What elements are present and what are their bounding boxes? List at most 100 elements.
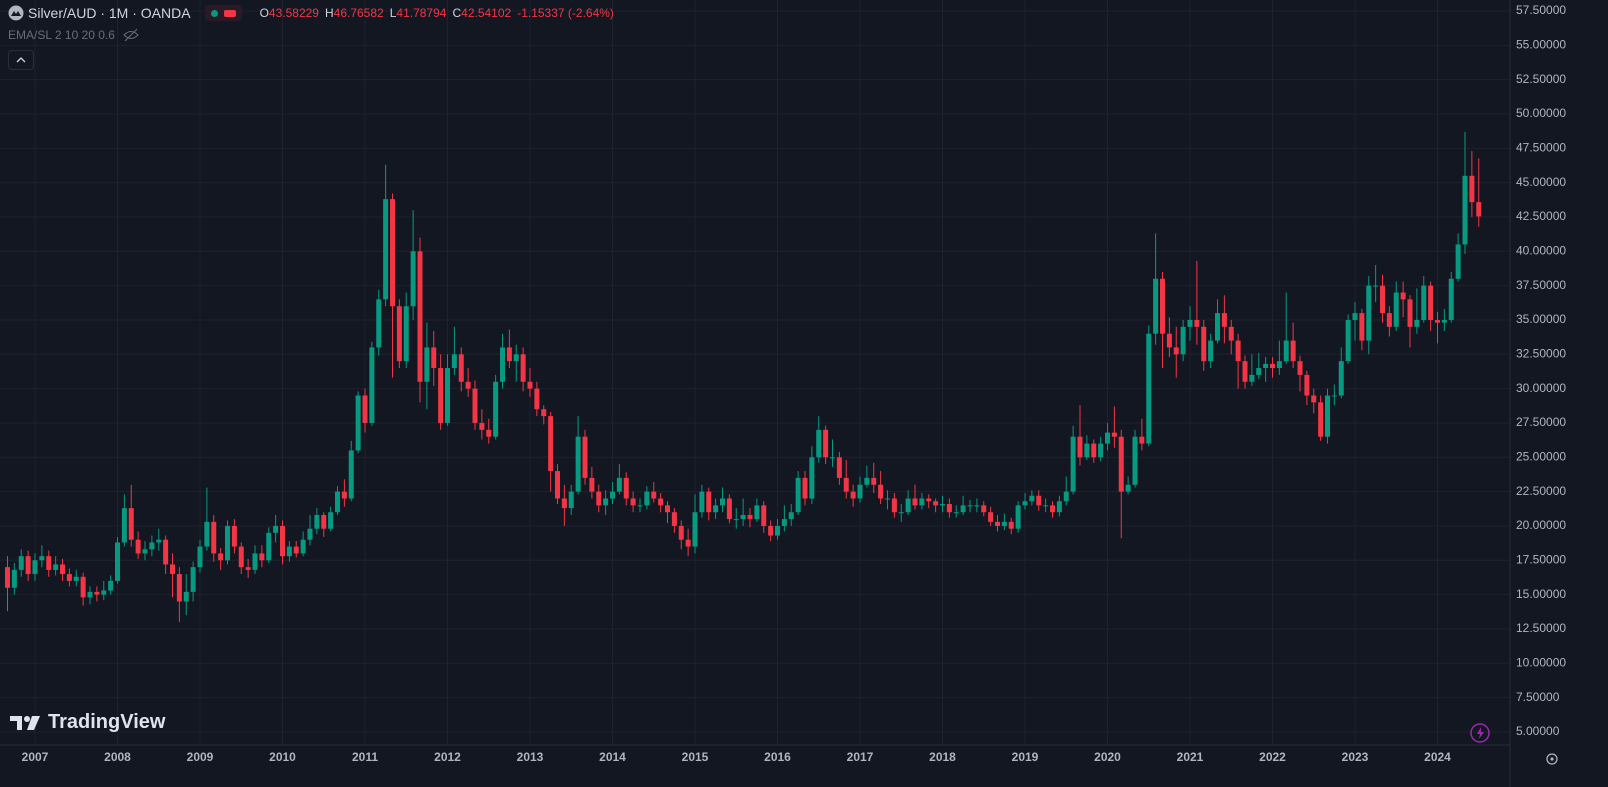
candle-body	[967, 505, 973, 507]
candle-body	[816, 429, 822, 458]
candle-body	[623, 477, 629, 499]
candle-body	[1036, 495, 1042, 506]
candle-body	[1146, 333, 1152, 444]
candle-body	[1455, 244, 1461, 279]
candle-body	[94, 591, 100, 595]
y-tick-label: 40.00000	[1516, 243, 1566, 257]
candle-body	[149, 542, 155, 550]
chevron	[16, 57, 26, 63]
candle-body	[211, 521, 217, 554]
candle-body	[768, 525, 774, 536]
candle-body	[953, 512, 959, 514]
candle-body	[1180, 326, 1186, 355]
candle-body	[1441, 319, 1447, 323]
status-badges[interactable]	[204, 5, 242, 21]
settings-button[interactable]	[1546, 753, 1558, 765]
candle-body	[479, 422, 485, 430]
x-tick-label: 2022	[1259, 750, 1286, 764]
candle-body	[438, 368, 444, 423]
candle-body	[603, 498, 609, 506]
candle-body	[926, 498, 932, 502]
legend-key: O	[259, 6, 269, 20]
candle-body	[238, 546, 244, 568]
candle-body	[1338, 361, 1344, 396]
candle-body	[706, 491, 712, 513]
candle-body	[1098, 443, 1104, 458]
candle-body	[575, 436, 581, 492]
candle-body	[1359, 313, 1365, 341]
candle-body	[115, 542, 120, 581]
candle-body	[341, 491, 347, 499]
candle-body	[1448, 278, 1454, 320]
candle-body	[1221, 313, 1227, 327]
candle-body	[1407, 299, 1413, 327]
candle-body	[66, 574, 72, 581]
candle-body	[1325, 395, 1330, 437]
ohlc-legend: O43.58229 H46.76582 L41.78794 C42.54102	[260, 6, 518, 20]
hide-icon[interactable]	[123, 28, 139, 42]
candle-body	[383, 199, 389, 300]
candle-body	[335, 491, 340, 513]
y-tick-label: 30.00000	[1516, 381, 1566, 395]
x-tick-label: 2010	[269, 750, 296, 764]
candle-body	[850, 491, 856, 499]
candle-body	[871, 477, 877, 485]
lightning-button[interactable]	[1470, 723, 1490, 743]
candle-body	[101, 590, 107, 595]
candle-body	[754, 505, 760, 520]
candle-body	[795, 477, 801, 513]
candle-body	[286, 546, 292, 557]
candle-body	[561, 498, 567, 509]
candle-body	[1077, 436, 1083, 458]
candle-body	[740, 514, 746, 520]
candle-body	[451, 354, 457, 369]
candle-body	[273, 525, 279, 533]
candle-body	[87, 591, 93, 598]
candle-body	[1091, 443, 1097, 458]
legend-value: 43.58229	[268, 6, 319, 20]
candle-body	[1228, 326, 1234, 341]
candle-body	[362, 395, 368, 423]
y-tick-label: 37.50000	[1516, 278, 1566, 292]
candle-body	[376, 299, 382, 348]
candle-body	[204, 521, 210, 547]
candle-body	[135, 539, 141, 554]
candle-body	[39, 556, 45, 561]
candle-body	[658, 498, 664, 506]
candle-body	[885, 498, 890, 500]
y-tick-label: 32.50000	[1516, 346, 1566, 360]
candle-body	[651, 491, 657, 499]
candle-body	[940, 503, 945, 506]
candle-body	[1373, 285, 1379, 287]
candle-body	[1166, 333, 1172, 348]
y-tick-label: 25.00000	[1516, 449, 1566, 463]
x-tick-label: 2011	[352, 750, 378, 764]
indicator[interactable]: EMA/SL 2 10 20 0.6	[8, 28, 139, 42]
x-tick-label: 2014	[599, 750, 626, 764]
collapse-button[interactable]	[8, 50, 34, 70]
candle-body	[1414, 319, 1420, 327]
y-tick-label: 12.50000	[1516, 621, 1566, 635]
candle-body	[630, 498, 636, 506]
y-tick-label: 42.50000	[1516, 209, 1566, 223]
candle-body	[699, 491, 705, 513]
candle-body	[431, 347, 437, 369]
candle-body	[25, 556, 31, 575]
grid	[0, 0, 1510, 745]
candle-body	[18, 556, 24, 570]
header: Silver/AUD · 1M · OANDA O43.58229 H46.765…	[8, 4, 614, 22]
candle-body	[1393, 292, 1399, 327]
x-tick-label: 2018	[929, 750, 956, 764]
x-tick-label: 2013	[517, 750, 544, 764]
candle-body	[156, 539, 162, 543]
candle-body	[46, 556, 52, 570]
candle-body	[589, 477, 595, 492]
candle-body	[472, 388, 478, 423]
candle-body	[678, 525, 684, 540]
candle-body	[1380, 285, 1385, 314]
candle-body	[121, 508, 127, 543]
candle-body	[1215, 313, 1220, 341]
candle-body	[1084, 443, 1090, 458]
candle-body	[410, 251, 416, 307]
